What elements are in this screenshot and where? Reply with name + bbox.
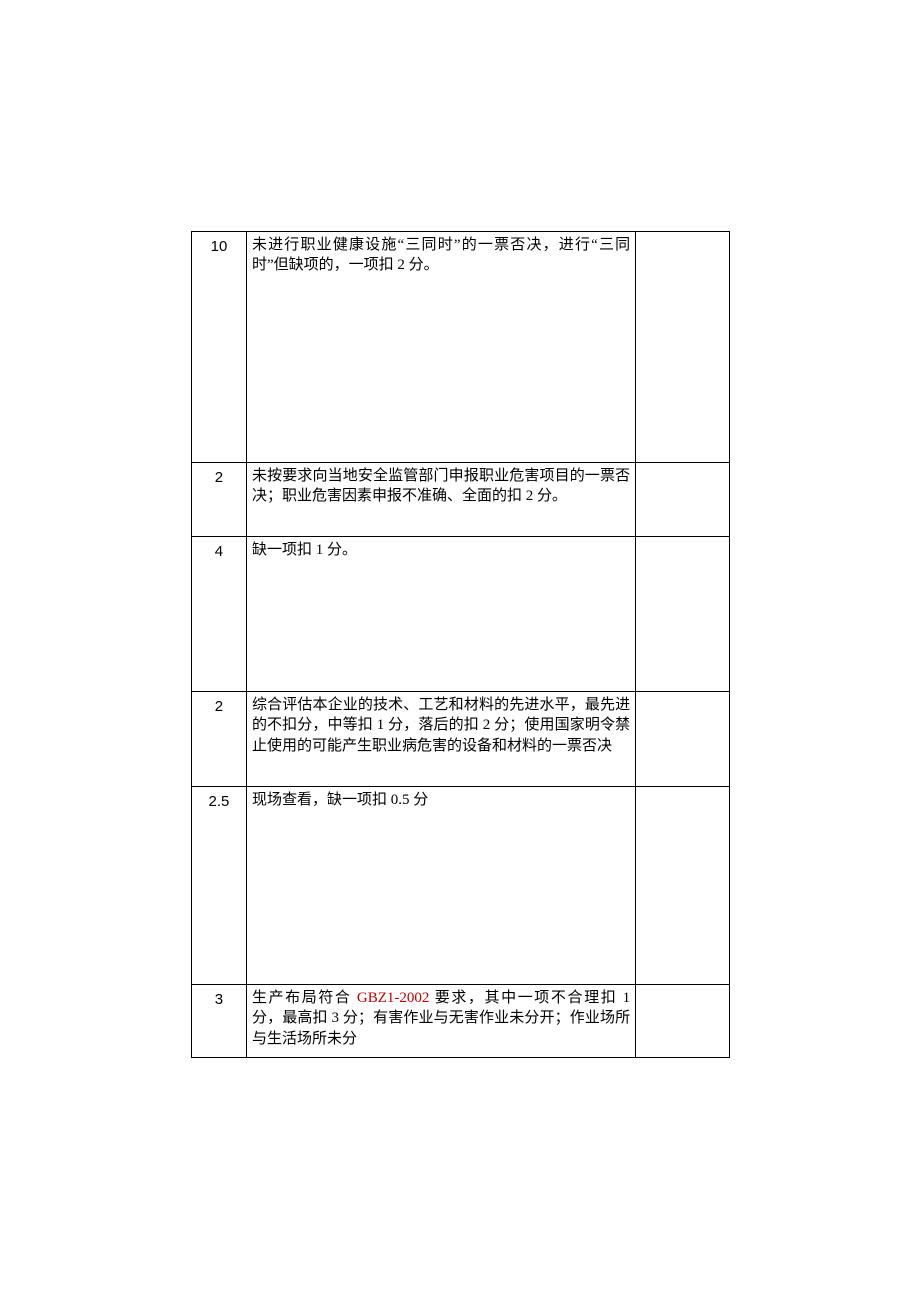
score-cell: 2.5 <box>192 787 247 985</box>
highlighted-code: GBZ1-2002 <box>357 990 430 1006</box>
empty-cell <box>636 692 730 787</box>
score-cell: 2 <box>192 463 247 537</box>
table-body: 10 未进行职业健康设施“三同时”的一票否决，进行“三同时”但缺项的，一项扣 2… <box>192 232 730 1058</box>
table-row: 4 缺一项扣 1 分。 <box>192 537 730 692</box>
description-cell: 现场查看，缺一项扣 0.5 分 <box>246 787 635 985</box>
empty-cell <box>636 463 730 537</box>
desc-text: 生产布局符合 <box>252 990 357 1006</box>
description-cell: 生产布局符合 GBZ1-2002 要求，其中一项不合理扣 1 分，最高扣 3 分… <box>246 985 635 1058</box>
table-row: 2.5 现场查看，缺一项扣 0.5 分 <box>192 787 730 985</box>
empty-cell <box>636 537 730 692</box>
scoring-table: 10 未进行职业健康设施“三同时”的一票否决，进行“三同时”但缺项的，一项扣 2… <box>191 231 730 1058</box>
description-cell: 综合评估本企业的技术、工艺和材料的先进水平，最先进的不扣分，中等扣 1 分，落后… <box>246 692 635 787</box>
empty-cell <box>636 985 730 1058</box>
score-cell: 10 <box>192 232 247 463</box>
table-row: 2 综合评估本企业的技术、工艺和材料的先进水平，最先进的不扣分，中等扣 1 分，… <box>192 692 730 787</box>
score-cell: 2 <box>192 692 247 787</box>
description-cell: 未进行职业健康设施“三同时”的一票否决，进行“三同时”但缺项的，一项扣 2 分。 <box>246 232 635 463</box>
scoring-table-container: 10 未进行职业健康设施“三同时”的一票否决，进行“三同时”但缺项的，一项扣 2… <box>191 231 730 1058</box>
table-row: 10 未进行职业健康设施“三同时”的一票否决，进行“三同时”但缺项的，一项扣 2… <box>192 232 730 463</box>
empty-cell <box>636 787 730 985</box>
description-cell: 缺一项扣 1 分。 <box>246 537 635 692</box>
table-row: 3 生产布局符合 GBZ1-2002 要求，其中一项不合理扣 1 分，最高扣 3… <box>192 985 730 1058</box>
score-cell: 3 <box>192 985 247 1058</box>
table-row: 2 未按要求向当地安全监管部门申报职业危害项目的一票否决；职业危害因素申报不准确… <box>192 463 730 537</box>
empty-cell <box>636 232 730 463</box>
score-cell: 4 <box>192 537 247 692</box>
description-cell: 未按要求向当地安全监管部门申报职业危害项目的一票否决；职业危害因素申报不准确、全… <box>246 463 635 537</box>
